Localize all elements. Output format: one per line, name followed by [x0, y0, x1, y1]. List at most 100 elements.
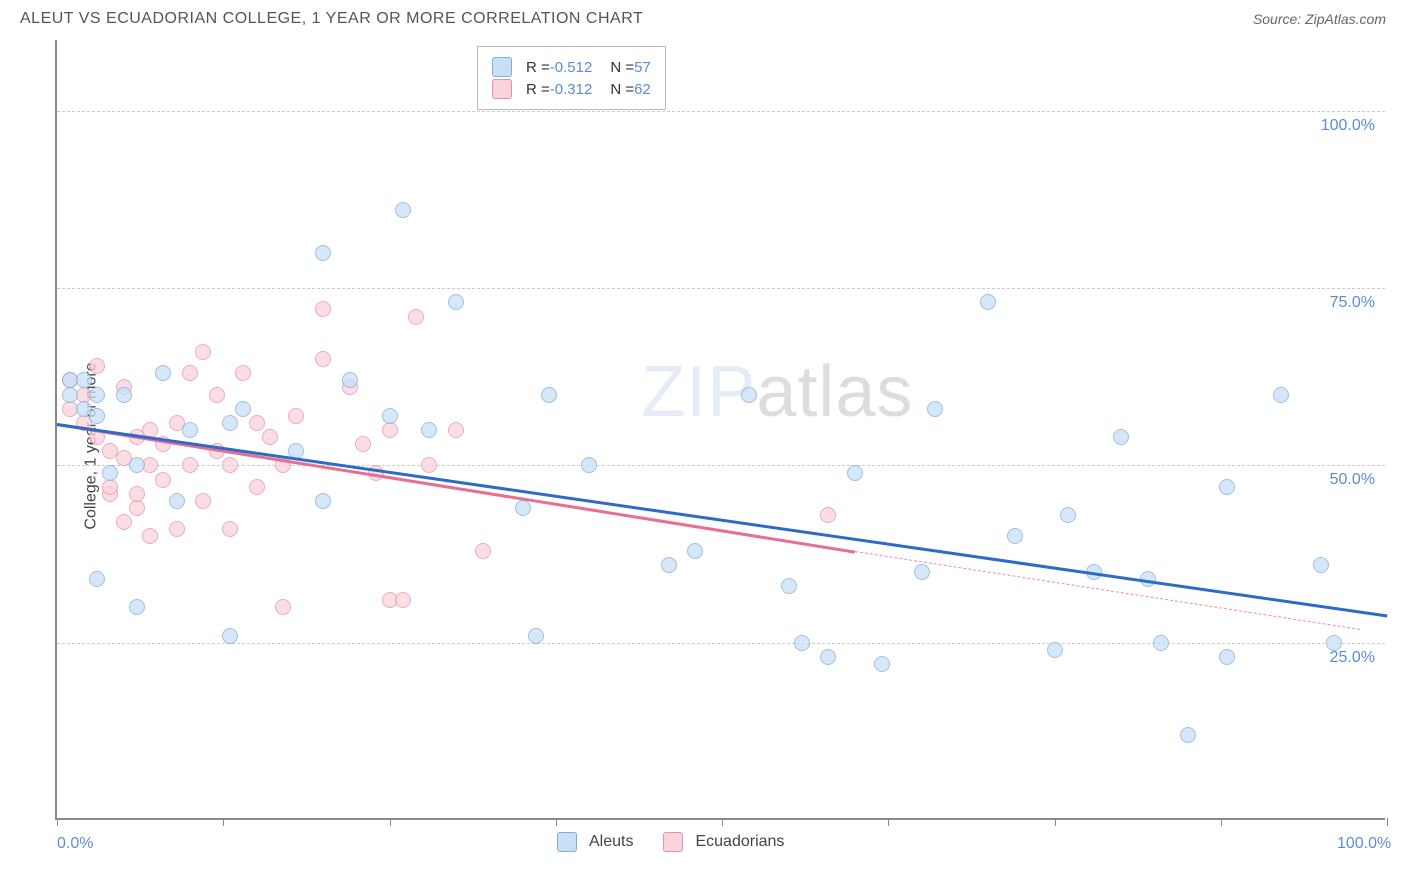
y-tick-label: 50.0%	[1330, 471, 1375, 489]
legend-n-value: 57	[634, 59, 651, 76]
scatter-point	[129, 486, 145, 502]
x-tick-mark	[1221, 818, 1222, 826]
x-tick-mark	[722, 818, 723, 826]
scatter-point	[222, 415, 238, 431]
scatter-point	[581, 457, 597, 473]
chart-header: ALEUT VS ECUADORIAN COLLEGE, 1 YEAR OR M…	[0, 0, 1406, 33]
y-tick-label: 100.0%	[1321, 117, 1375, 135]
scatter-point	[89, 571, 105, 587]
scatter-point	[847, 465, 863, 481]
legend-n-label: N =	[610, 81, 634, 98]
scatter-point	[1326, 635, 1342, 651]
gridline-h	[57, 465, 1385, 466]
scatter-point	[89, 358, 105, 374]
scatter-point	[62, 387, 78, 403]
scatter-point	[315, 351, 331, 367]
scatter-point	[129, 457, 145, 473]
scatter-point	[76, 372, 92, 388]
x-tick-mark	[223, 818, 224, 826]
scatter-point	[102, 479, 118, 495]
legend-swatch	[557, 832, 577, 852]
scatter-point	[155, 472, 171, 488]
scatter-point	[820, 507, 836, 523]
scatter-point	[142, 528, 158, 544]
scatter-point	[1060, 507, 1076, 523]
scatter-point	[1007, 528, 1023, 544]
scatter-point	[1273, 387, 1289, 403]
watermark: ZIPatlas	[641, 351, 913, 433]
scatter-point	[1180, 727, 1196, 743]
x-tick-mark	[57, 818, 58, 826]
scatter-point	[129, 599, 145, 615]
legend-series-label: Aleuts	[589, 833, 633, 851]
scatter-point	[1219, 649, 1235, 665]
chart-source: Source: ZipAtlas.com	[1253, 11, 1386, 27]
scatter-point	[222, 628, 238, 644]
chart-title: ALEUT VS ECUADORIAN COLLEGE, 1 YEAR OR M…	[20, 10, 643, 28]
scatter-point	[102, 465, 118, 481]
legend-n-value: 62	[634, 81, 651, 98]
scatter-point	[182, 365, 198, 381]
scatter-point	[195, 493, 211, 509]
legend-r-label: R =	[526, 59, 550, 76]
scatter-point	[382, 422, 398, 438]
scatter-point	[249, 479, 265, 495]
trend-line	[57, 423, 1387, 617]
trend-line	[855, 551, 1361, 630]
scatter-point	[355, 436, 371, 452]
x-tick-mark	[556, 818, 557, 826]
x-tick-label: 100.0%	[1337, 835, 1391, 853]
x-tick-label: 0.0%	[57, 835, 93, 853]
scatter-point	[342, 372, 358, 388]
y-tick-label: 25.0%	[1330, 649, 1375, 667]
legend-series-label: Ecuadorians	[695, 833, 784, 851]
scatter-point	[927, 401, 943, 417]
legend-n-label: N =	[610, 59, 634, 76]
scatter-point	[1113, 429, 1129, 445]
scatter-point	[1313, 557, 1329, 573]
scatter-point	[448, 422, 464, 438]
scatter-point	[382, 408, 398, 424]
scatter-point	[395, 592, 411, 608]
scatter-point	[288, 408, 304, 424]
scatter-point	[262, 429, 278, 445]
scatter-point	[182, 457, 198, 473]
scatter-point	[408, 309, 424, 325]
scatter-point	[1153, 635, 1169, 651]
x-tick-mark	[1055, 818, 1056, 826]
scatter-point	[395, 202, 411, 218]
scatter-point	[475, 543, 491, 559]
scatter-point	[116, 387, 132, 403]
scatter-point	[1219, 479, 1235, 495]
scatter-point	[874, 656, 890, 672]
legend-row: R = -0.312N = 62	[492, 79, 651, 99]
legend-r-value: -0.312	[550, 81, 593, 98]
scatter-point	[129, 500, 145, 516]
watermark-light: ZIP	[641, 352, 756, 432]
scatter-point	[235, 401, 251, 417]
scatter-point	[687, 543, 703, 559]
gridline-h	[57, 643, 1385, 644]
legend-correlation: R = -0.512N = 57R = -0.312N = 62	[477, 46, 666, 110]
scatter-point	[980, 294, 996, 310]
scatter-point	[741, 387, 757, 403]
scatter-point	[249, 415, 265, 431]
y-tick-label: 75.0%	[1330, 294, 1375, 312]
scatter-point	[421, 457, 437, 473]
scatter-point	[89, 408, 105, 424]
gridline-h	[57, 288, 1385, 289]
scatter-point	[235, 365, 251, 381]
legend-swatch	[663, 832, 683, 852]
scatter-point	[222, 457, 238, 473]
scatter-point	[195, 344, 211, 360]
scatter-point	[222, 521, 238, 537]
scatter-point	[781, 578, 797, 594]
scatter-point	[794, 635, 810, 651]
scatter-point	[914, 564, 930, 580]
scatter-point	[315, 493, 331, 509]
scatter-point	[1047, 642, 1063, 658]
scatter-point	[448, 294, 464, 310]
scatter-point	[541, 387, 557, 403]
scatter-point	[155, 365, 171, 381]
watermark-bold: atlas	[756, 352, 913, 432]
